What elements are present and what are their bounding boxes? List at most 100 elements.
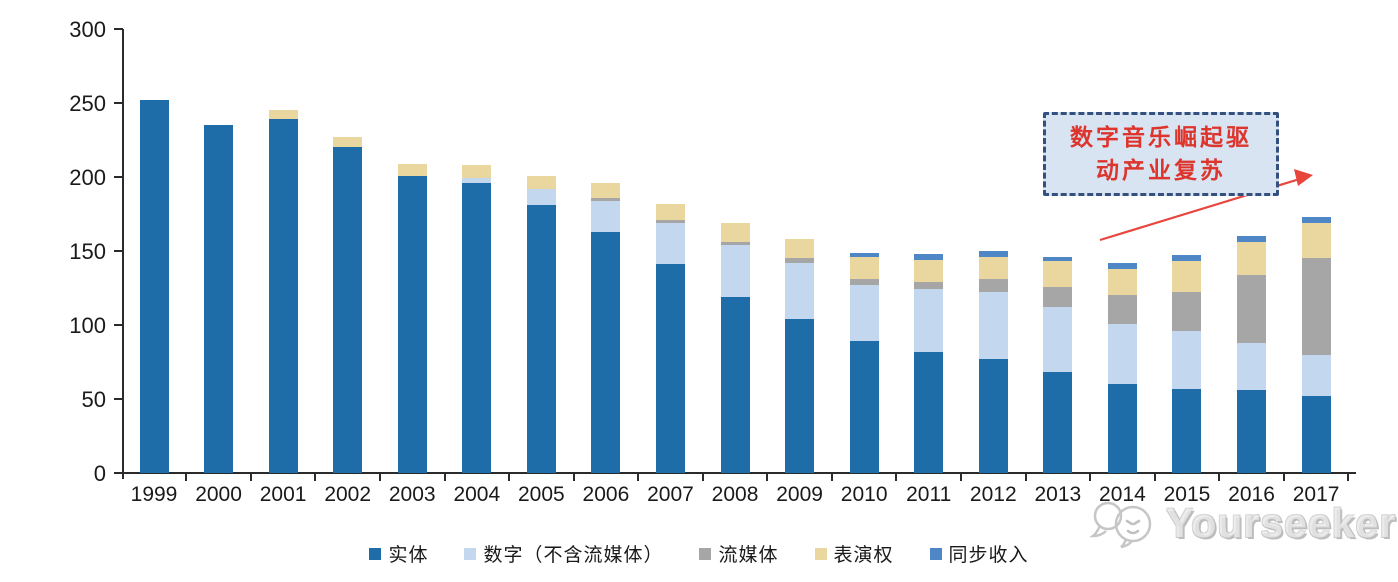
watermark-text: Yourseeker: [1166, 500, 1397, 546]
annotation-box: 数字音乐崛起驱 动产业复苏: [1043, 112, 1279, 196]
bar-segment: [1237, 342, 1267, 391]
x-axis-tick-label: 2005: [518, 483, 565, 506]
bar-segment: [1107, 384, 1137, 473]
bar-segment: [1301, 396, 1331, 473]
bar-segment: [914, 254, 944, 260]
x-axis-tick-label: 2008: [711, 483, 759, 506]
legend-item: 数字（不含流媒体）: [464, 540, 663, 567]
stacked-bar: [591, 182, 621, 473]
x-axis-tick-label: 2000: [195, 483, 242, 506]
bar-segment: [978, 256, 1008, 280]
bar-segment: [720, 245, 750, 297]
x-axis-line: [122, 472, 1356, 474]
x-axis-tick-label: 2007: [647, 483, 694, 506]
yourseeker-logo-icon: [1088, 494, 1164, 557]
y-axis-tick: [114, 472, 123, 474]
bar-segment: [978, 279, 1008, 293]
bar-segment: [462, 165, 492, 179]
y-axis-tick-label: 300: [69, 17, 106, 42]
bar-segment: [397, 163, 427, 176]
y-axis-tick-label: 150: [69, 239, 106, 264]
stacked-bar: [204, 125, 234, 473]
stacked-bar: [1107, 262, 1137, 473]
x-axis-tick-label: 2012: [969, 483, 1017, 506]
legend-marker: [464, 547, 477, 560]
bar-segment: [526, 188, 556, 206]
y-axis-line: [122, 29, 124, 479]
stacked-bar: [720, 222, 750, 473]
bar-segment: [720, 222, 750, 243]
legend-label: 流媒体: [718, 545, 779, 566]
x-axis-tick: [766, 474, 769, 481]
bar-segment: [1237, 236, 1267, 243]
y-axis-tick: [114, 324, 123, 326]
x-axis-tick: [637, 474, 640, 481]
stacked-bar: [655, 203, 685, 473]
bar-segment: [849, 279, 879, 286]
bar-segment: [1172, 330, 1202, 389]
x-axis-tick-label: 2013: [1034, 483, 1082, 506]
stacked-bar: [1237, 236, 1267, 473]
watermark: Yourseeker: [1088, 494, 1397, 557]
bar-segment: [204, 125, 234, 473]
bar-segment: [1107, 268, 1137, 296]
annotation-text-line1: 数字音乐崛起驱: [1070, 124, 1252, 150]
bar-segment: [849, 256, 879, 280]
x-axis-tick-label: 2014: [1099, 483, 1146, 506]
bar-segment: [655, 264, 685, 473]
bar-segment: [1043, 307, 1073, 373]
y-axis-tick-label: 100: [69, 313, 106, 338]
y-axis-tick-label: 50: [81, 387, 106, 412]
stacked-bar: [785, 239, 815, 473]
bar-segment: [1172, 292, 1202, 331]
x-axis-tick: [701, 474, 704, 481]
x-axis-tick: [1347, 474, 1350, 481]
bar-segment: [785, 239, 815, 259]
x-axis-tick: [895, 474, 898, 481]
y-axis-tick: [114, 102, 123, 104]
bar-segment: [1172, 388, 1202, 473]
y-axis-tick-label: 200: [69, 165, 106, 190]
legend-item: 同步收入: [929, 540, 1029, 567]
x-axis-tick: [1153, 474, 1156, 481]
bar-segment: [591, 182, 621, 198]
stacked-bar: [1043, 256, 1073, 473]
bar-segment: [1301, 217, 1331, 223]
stacked-bar: [397, 163, 427, 473]
x-axis-tick: [185, 474, 188, 481]
bar-segment: [591, 197, 621, 201]
x-axis-tick: [1218, 474, 1221, 481]
x-axis-tick: [378, 474, 381, 481]
legend-label: 数字（不含流媒体）: [483, 545, 664, 566]
x-axis-tick-label: 2003: [388, 483, 436, 506]
bar-segment: [1237, 242, 1267, 275]
legend-label: 实体: [388, 545, 429, 566]
legend-marker: [929, 547, 942, 560]
legend-label: 同步收入: [948, 545, 1029, 566]
bar-segment: [1172, 261, 1202, 293]
annotation-text-line2: 动产业复苏: [1096, 157, 1226, 183]
y-axis-tick: [114, 398, 123, 400]
bar-segment: [1237, 274, 1267, 343]
bar-segment: [978, 359, 1008, 473]
bar-segment: [526, 175, 556, 189]
stacked-bar: [1301, 217, 1331, 473]
stacked-bar: [526, 175, 556, 473]
bar-segment: [655, 203, 685, 220]
x-axis-tick: [830, 474, 833, 481]
bar-segment: [462, 178, 492, 183]
bar-segment: [655, 222, 685, 265]
bar-segment: [1107, 295, 1137, 324]
x-axis-tick-label: 2015: [1163, 483, 1211, 506]
stacked-bar: [462, 165, 492, 473]
bar-segment: [1301, 354, 1331, 397]
legend-item: 流媒体: [699, 540, 778, 567]
x-axis-tick-label: 2004: [453, 483, 501, 506]
bar-segment: [978, 292, 1008, 360]
x-axis-tick: [1282, 474, 1285, 481]
legend-marker: [814, 547, 827, 560]
x-axis-tick-label: 2016: [1228, 483, 1275, 506]
x-axis-tick-label: 2006: [582, 483, 630, 506]
bar-segment: [849, 341, 879, 473]
